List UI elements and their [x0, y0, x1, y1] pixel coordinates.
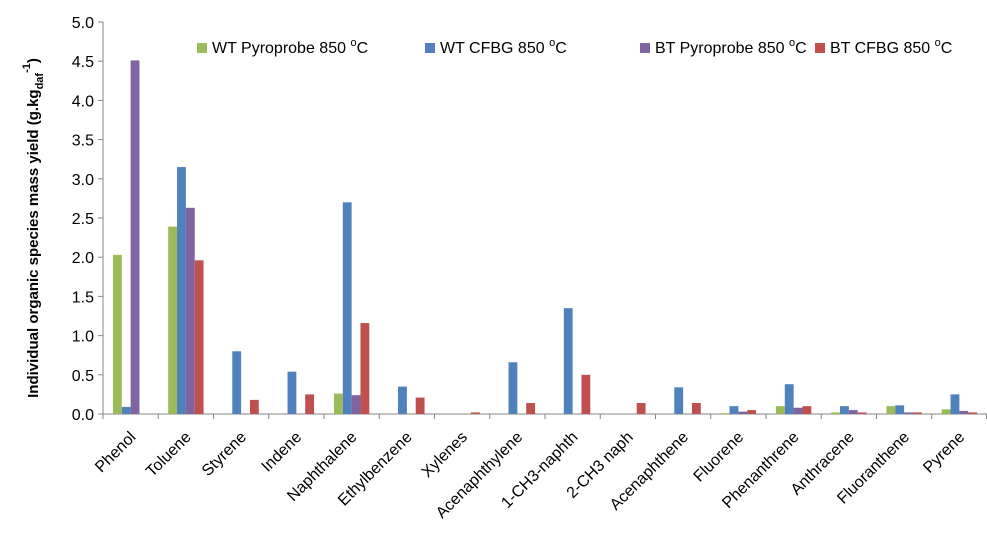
y-axis-label: Individual organic species mass yield (g… [21, 58, 46, 398]
x-tick-label: Fluorene [691, 429, 748, 486]
x-tick-label: Indene [259, 429, 306, 476]
bar [185, 207, 195, 414]
bar [968, 412, 978, 414]
bar [802, 406, 812, 414]
legend-entry: WT Pyroprobe 850 oC [212, 37, 368, 57]
y-axis-label-sub: daf [34, 73, 46, 90]
y-tick-label: 2.0 [72, 250, 94, 267]
bar [112, 254, 122, 414]
bar [305, 394, 315, 414]
y-tick-label: 4.5 [72, 54, 94, 71]
y-tick-label: 0.0 [72, 407, 94, 424]
bar [333, 393, 343, 414]
bar [840, 406, 849, 414]
bar [177, 167, 186, 414]
bar [738, 411, 748, 414]
bar [775, 406, 785, 414]
y-axis-label-sup: -1 [21, 63, 33, 73]
bar [415, 397, 425, 414]
y-tick-label: 2.5 [72, 211, 94, 228]
legend-swatch [640, 43, 650, 53]
y-axis-label-close: ) [25, 58, 42, 63]
bar [793, 407, 803, 414]
bar [351, 395, 361, 414]
x-tick-label: Pyrene [920, 429, 968, 477]
bar [194, 260, 204, 414]
bar [130, 60, 140, 414]
legend-entry: BT CFBG 850 oC [830, 37, 952, 57]
bar [674, 387, 684, 414]
legend-entry: BT Pyroprobe 850 oC [655, 37, 807, 57]
bar [360, 323, 370, 414]
y-axis-label-main: Individual organic species mass yield (g… [25, 89, 42, 397]
bar [526, 403, 536, 414]
x-tick-label: Phenol [92, 429, 139, 476]
bar [950, 394, 960, 414]
x-tick-label: Xylenes [419, 429, 471, 481]
x-tick-label: Styrene [199, 429, 250, 480]
bar [912, 412, 922, 414]
bar [941, 409, 951, 414]
legend-swatch [815, 43, 825, 53]
y-tick-label: 3.0 [72, 172, 94, 189]
bar [904, 412, 913, 414]
x-tick-label: Toluene [143, 429, 195, 481]
bar [857, 412, 867, 414]
y-tick-label: 3.5 [72, 133, 94, 150]
y-tick-label: 0.5 [72, 368, 94, 385]
bar [232, 351, 242, 414]
bar [470, 412, 480, 414]
legend-entry: WT CFBG 850 oC [440, 37, 567, 57]
bar [168, 226, 178, 414]
bar [287, 371, 297, 414]
bar [886, 406, 896, 414]
bar [342, 202, 352, 414]
y-tick-label: 5.0 [72, 15, 94, 32]
bar [729, 406, 739, 414]
bar [581, 374, 591, 414]
bar [959, 410, 969, 414]
bar [831, 412, 841, 414]
bar [398, 386, 407, 414]
bar [747, 410, 757, 414]
bar [691, 403, 701, 414]
bar [249, 399, 259, 414]
bar [848, 410, 858, 414]
legend: WT Pyroprobe 850 oC WT CFBG 850 oC BT Pyro… [197, 37, 952, 57]
bar [720, 413, 730, 414]
legend-swatch [197, 43, 207, 53]
bar [895, 405, 905, 414]
bar [636, 403, 646, 414]
plot-area: 0.0 0.5 1.0 1.5 2.0 2.5 3.0 3.5 4.0 4.5 5.0 Phenol T… [72, 15, 987, 522]
bar [784, 384, 794, 414]
legend-swatch [425, 43, 435, 53]
bar [563, 308, 573, 414]
y-tick-label: 4.0 [72, 93, 94, 110]
y-tick-label: 1.0 [72, 329, 94, 346]
bar [508, 362, 518, 414]
bar [121, 406, 131, 414]
y-tick-label: 1.5 [72, 289, 94, 306]
